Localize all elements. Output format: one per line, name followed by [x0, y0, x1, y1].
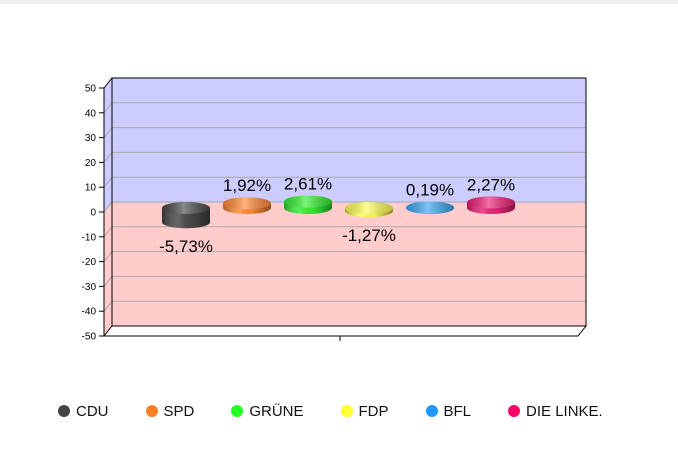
y-tick-label: 0 — [90, 208, 96, 219]
plot-floor — [102, 325, 588, 337]
y-tick-label: -20 — [82, 257, 97, 268]
data-label-gr-ne: 2,61% — [284, 175, 332, 194]
plot-back-frame — [111, 77, 587, 327]
plot-left-wall-positive — [104, 78, 112, 213]
bar-bfl — [406, 201, 454, 214]
gridline-side — [103, 176, 113, 188]
legend-item-spd: SPD — [145, 402, 195, 420]
gridline-side — [103, 300, 113, 312]
bar-top-shade — [406, 201, 454, 214]
y-tick-label: 50 — [85, 84, 97, 95]
gridline-side — [103, 201, 113, 213]
data-label-bfl: 0,19% — [406, 181, 454, 200]
bar-top-shade — [345, 202, 393, 214]
data-label-fdp: -1,27% — [342, 226, 396, 245]
y-tick-label: -30 — [82, 282, 97, 293]
y-tick-label: 30 — [85, 133, 97, 144]
data-label-spd: 1,92% — [223, 176, 271, 195]
legend: CDU SPD GRÜNE FDP BFL DIE LINKE. — [58, 401, 640, 421]
legend-swatch-cdu — [58, 405, 70, 417]
legend-item-fdp: FDP — [340, 402, 389, 420]
legend-label-bfl: BFL — [443, 402, 472, 420]
gridline-side — [103, 226, 113, 238]
data-label-cdu: -5,73% — [159, 237, 213, 256]
y-tick-label: 10 — [85, 183, 97, 194]
y-tick-label: -10 — [82, 232, 97, 243]
bar-cdu — [162, 202, 210, 229]
legend-label-fdp: FDP — [358, 402, 389, 420]
plot-wall-negative — [112, 203, 586, 326]
plot-left-wall-negative — [104, 203, 112, 336]
gridline-side — [103, 127, 113, 138]
bars — [162, 195, 515, 229]
legend-swatch-gruene — [231, 405, 244, 417]
legend-swatch-bfl — [425, 405, 438, 417]
y-axis-ticks: 50 40 30 20 10 0 -10 -20 -30 -40 -50 — [82, 84, 104, 343]
bar-top-shade — [284, 195, 332, 208]
plot-wall-positive — [112, 78, 586, 203]
legend-swatch-die-linke — [508, 405, 521, 417]
gridline-side — [103, 152, 113, 163]
frame-top-left-edge — [103, 77, 113, 89]
y-tick-label: -50 — [82, 332, 97, 343]
legend-item-bfl: BFL — [425, 402, 472, 420]
legend-label-spd: SPD — [163, 402, 195, 420]
y-tick-label: 20 — [85, 158, 97, 169]
bar-die-linke — [467, 196, 515, 214]
legend-swatch-fdp — [340, 405, 353, 417]
legend-item-gruene: GRÜNE — [231, 402, 304, 420]
gridline-side — [103, 276, 113, 287]
gridline-side — [103, 102, 113, 114]
bar-top-shade — [162, 202, 210, 214]
bar-spd — [223, 197, 271, 214]
bar-top-shade — [467, 196, 515, 209]
legend-label-die-linke: DIE LINKE. — [526, 402, 603, 420]
y-tick-label: -40 — [82, 307, 97, 318]
legend-swatch-spd — [145, 405, 158, 417]
gridline-side — [103, 251, 113, 262]
legend-item-cdu: CDU — [58, 403, 109, 420]
data-label-die-linke: 2,27% — [467, 175, 515, 194]
legend-label-gruene: GRÜNE — [249, 402, 304, 420]
legend-item-die-linke: DIE LINKE. — [508, 403, 603, 420]
data-labels: -5,73% 1,92% 2,61% -1,27% 0,19% 2,27% — [159, 175, 515, 257]
bar-top-shade — [223, 197, 271, 210]
y-tick-label: 40 — [85, 108, 97, 119]
bar-gr-ne — [284, 195, 332, 214]
top-bar — [0, 0, 678, 4]
legend-label-cdu: CDU — [76, 402, 109, 420]
bar-fdp — [345, 202, 393, 218]
